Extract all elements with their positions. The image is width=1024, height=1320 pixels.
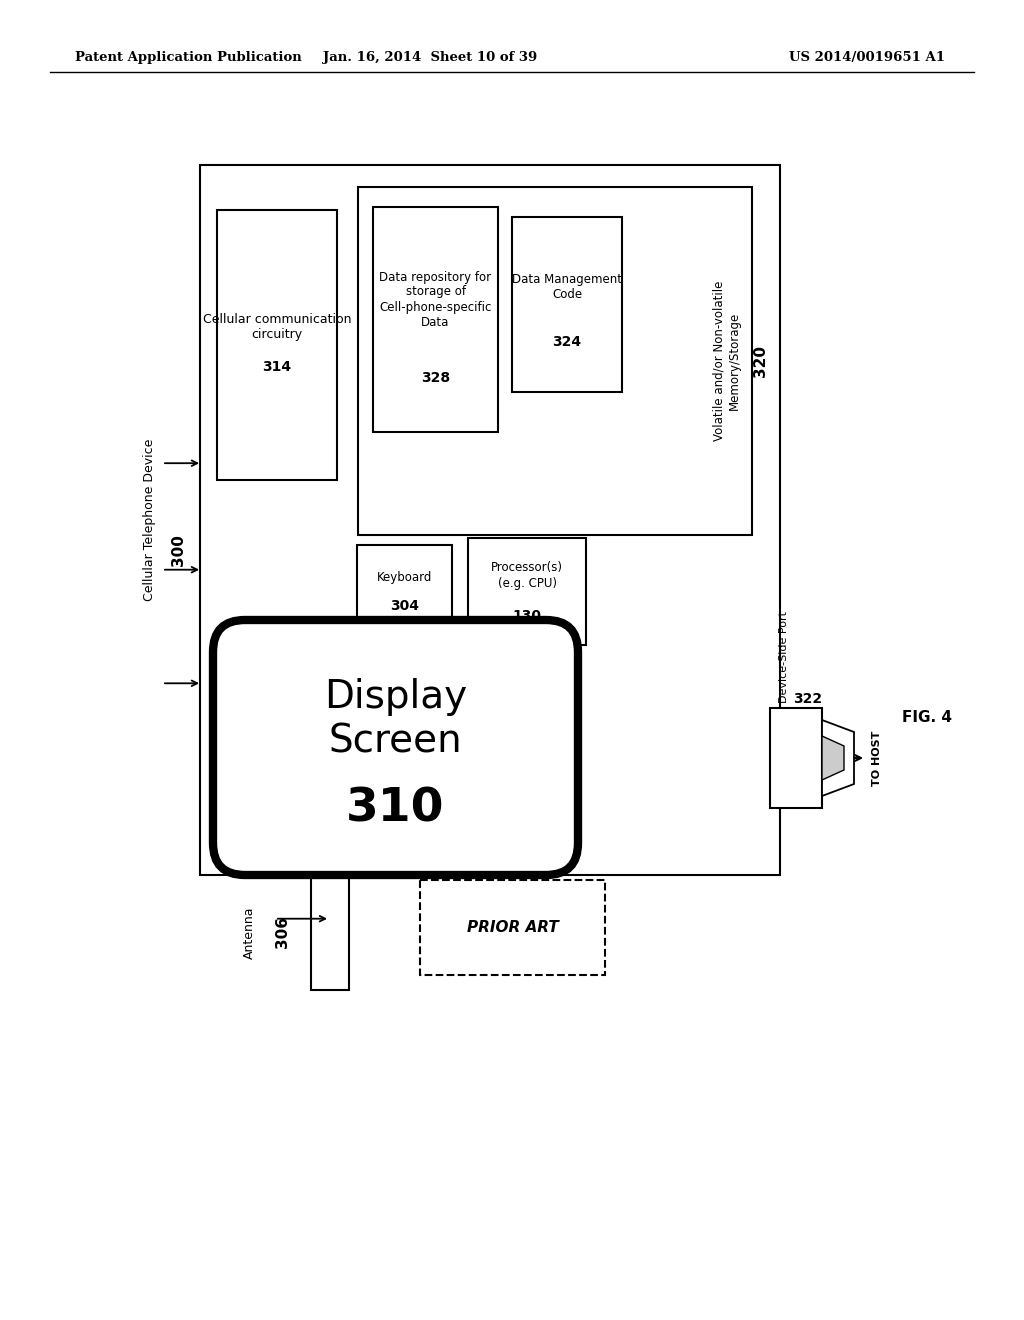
Text: PRIOR ART: PRIOR ART <box>467 920 558 935</box>
Text: 320: 320 <box>753 345 768 378</box>
Bar <box>770 708 822 808</box>
Text: 322: 322 <box>794 692 822 706</box>
Text: Data Management
Code: Data Management Code <box>512 272 622 301</box>
Text: FIG. 4: FIG. 4 <box>902 710 952 726</box>
Polygon shape <box>822 719 854 796</box>
Text: 310: 310 <box>346 787 444 832</box>
Text: 304: 304 <box>390 599 419 612</box>
Text: Processor(s)
(e.g. CPU): Processor(s) (e.g. CPU) <box>490 561 563 590</box>
Text: Antenna: Antenna <box>243 907 256 958</box>
Bar <box>311 875 349 990</box>
Text: Data repository for
storage of
Cell-phone-specific
Data: Data repository for storage of Cell-phon… <box>379 271 492 329</box>
Bar <box>468 539 586 645</box>
Bar <box>358 187 752 535</box>
Bar <box>217 210 337 480</box>
Text: 306: 306 <box>275 916 291 949</box>
Text: TO HOST: TO HOST <box>872 730 882 785</box>
Bar <box>373 207 498 432</box>
Text: Keyboard: Keyboard <box>377 572 432 585</box>
FancyBboxPatch shape <box>213 620 578 875</box>
Text: US 2014/0019651 A1: US 2014/0019651 A1 <box>790 51 945 65</box>
Text: Volatile and/or Non-volatile
Memory/Storage: Volatile and/or Non-volatile Memory/Stor… <box>713 281 741 441</box>
Text: Display
Screen: Display Screen <box>324 678 467 760</box>
Text: Patent Application Publication: Patent Application Publication <box>75 51 302 65</box>
Polygon shape <box>822 737 844 780</box>
Text: Cellular Telephone Device: Cellular Telephone Device <box>143 438 157 601</box>
Text: 324: 324 <box>552 335 582 350</box>
Text: 314: 314 <box>262 360 292 374</box>
Text: 130: 130 <box>512 610 542 623</box>
Text: 328: 328 <box>421 371 451 384</box>
Bar <box>512 216 622 392</box>
Text: 300: 300 <box>171 535 185 566</box>
Text: Cellular communication
circuitry: Cellular communication circuitry <box>203 313 351 341</box>
Bar <box>357 545 452 635</box>
Text: Jan. 16, 2014  Sheet 10 of 39: Jan. 16, 2014 Sheet 10 of 39 <box>323 51 538 65</box>
Bar <box>420 880 605 975</box>
Bar <box>200 165 780 875</box>
Text: Device-Side Port: Device-Side Port <box>779 611 790 704</box>
